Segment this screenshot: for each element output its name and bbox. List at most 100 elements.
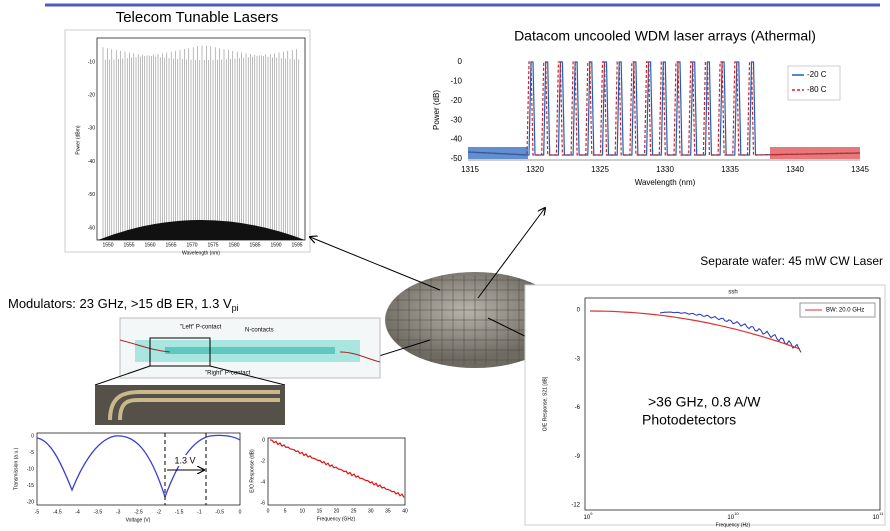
legend-entry: -80 C [807,85,827,94]
x-axis-label: Frequency (GHz) [317,516,356,522]
datacom-legend [787,65,841,101]
x-tick-label: -2 [157,509,162,515]
tick-exp: 9 [590,511,593,516]
x-axis-label: Frequency (Hz) [716,522,751,528]
y-tick-label: -40 [450,135,462,144]
y-tick-label: -30 [450,115,462,124]
y-tick-label: -12 [571,503,580,509]
x-tick-label: 1320 [526,165,544,174]
x-tick-label: -1.5 [175,509,184,515]
telecom-axes [96,37,306,241]
x-tick-label: 1580 [228,242,239,248]
pd-caption: >36 GHz, 0.8 A/W [648,394,761,410]
y-tick-label: -6 [261,500,266,506]
pd-axes [584,297,881,511]
y-tick-label: -50 [88,192,95,198]
tick-exp: 10 [734,511,739,516]
telecom-spectra [98,45,305,240]
tick-base: 10 [727,515,734,521]
y-tick-label: -6 [575,405,581,411]
y-tick-label: 0 [458,57,463,66]
y-tick-label: -40 [88,159,95,165]
x-axis-label: Wavelength (nm) [182,250,220,256]
annotation: 1.3 V [174,455,195,465]
eo-line [269,439,405,498]
annotation-bg [170,455,200,466]
x-tick-label: 1011 [873,511,885,521]
x-tick-label: 1340 [786,165,804,174]
x-tick-label: 30 [368,508,374,514]
photo-waveguide [108,390,280,421]
x-tick-label: 1565 [165,242,176,248]
caption-sub: pi [232,303,239,313]
x-tick-label: 0 [239,509,242,515]
tick-base: 10 [873,515,880,521]
zoom-box [149,337,211,367]
device-label: N-contacts [245,328,274,334]
pd-legend [799,302,876,318]
noise-red [770,147,860,159]
y-tick-label: -10 [88,59,95,65]
x-tick-label: 1560 [144,242,155,248]
x-tick-label: 1325 [591,165,609,174]
modulator-caption: Modulators: 23 GHz, >15 dB ER, 1.3 Vpi [8,296,239,313]
x-tick-label: 1575 [207,242,218,248]
x-tick-label: 15 [317,508,323,514]
x-tick-label: 10 [299,508,305,514]
device-label: "Right" P-contact [205,371,251,377]
pd-blue [659,311,802,353]
x-tick-label: -3 [116,509,121,515]
x-axis-label: Voltage (V) [126,517,151,523]
x-tick-label: 25 [351,508,357,514]
x-tick-label: 35 [385,508,391,514]
x-tick-label: 1555 [123,242,134,248]
y-tick-label: 0 [262,437,265,443]
noise-blue [468,147,528,159]
legend-entry: BW: 20.0 GHz [826,308,864,314]
x-tick-label: -1 [197,509,202,515]
separate-wafer: Separate wafer: 45 mW CW Laser [700,254,883,268]
x-tick-label: 1330 [656,165,674,174]
x-tick-label: -3.5 [94,509,103,515]
y-axis-label: Power (dBm) [75,125,81,155]
y-tick-label: -4 [261,479,266,485]
x-tick-label: 1345 [851,165,869,174]
arrow [477,208,545,299]
x-tick-label: 1585 [249,242,260,248]
y-tick-label: -50 [450,154,462,163]
x-tick-label: 1335 [721,165,739,174]
y-tick-label: -20 [27,499,34,505]
transmission-curve [36,434,241,499]
x-tick-label: 1315 [461,165,479,174]
y-axis-label: E/O Response (dB) [249,449,255,493]
y-tick-label: -5 [30,450,35,456]
x-tick-label: 0 [267,508,270,514]
y-axis-label: Transmission (a.u.) [13,447,19,490]
device-wire [119,339,381,363]
x-tick-label: 20 [334,508,340,514]
pd-caption: Photodetectors [642,412,736,428]
y-tick-label: -30 [88,126,95,132]
y-tick-label: -20 [88,93,95,99]
y-tick-label: -10 [27,466,34,472]
spectrum [467,61,861,156]
x-tick-label: 1550 [102,242,113,248]
y-tick-label: -20 [450,96,462,105]
caption-main: Modulators: 23 GHz, >15 dB ER, 1.3 V [8,296,232,311]
tick-exp: 11 [879,511,884,516]
zoom-line [94,365,151,386]
pd-red [589,310,801,350]
y-tick-label: 0 [31,433,34,439]
tick-base: 10 [584,515,591,521]
eo-curve [269,439,405,498]
y-tick-label: -9 [575,454,581,460]
datacom-title: Datacom uncooled WDM laser arrays (Ather… [514,28,816,44]
x-tick-label: 1570 [186,242,197,248]
x-tick-label: 1595 [291,242,302,248]
noise-floor [98,220,305,240]
device-label: "Left" P-contact [180,325,222,331]
x-tick-label: -4.5 [53,509,62,515]
x-tick-label: 1590 [270,242,281,248]
